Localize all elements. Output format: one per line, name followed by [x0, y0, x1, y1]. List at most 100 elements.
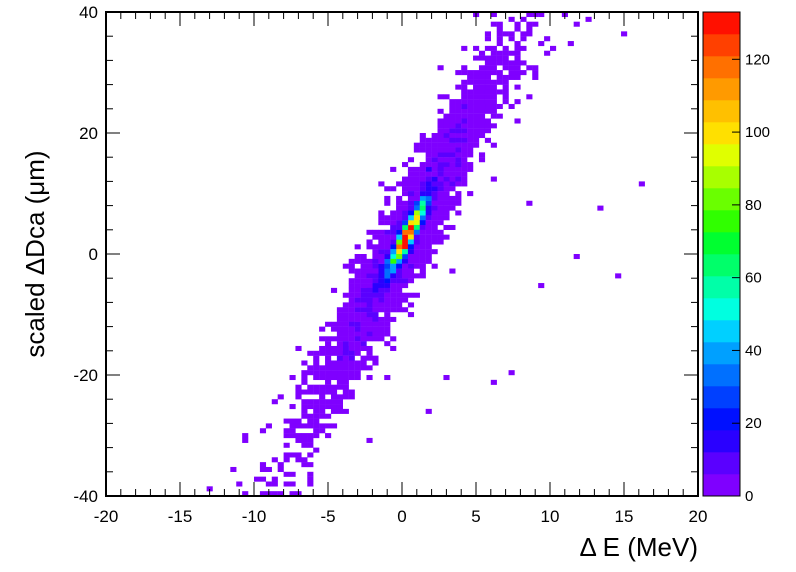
heatmap-cell: [372, 249, 379, 255]
heatmap-cell: [402, 239, 409, 245]
heatmap-cell: [330, 389, 338, 395]
heatmap-cell: [330, 360, 338, 366]
heatmap-cell: [384, 249, 391, 255]
heatmap-cell: [443, 210, 450, 216]
heatmap-cell: [360, 258, 367, 264]
heatmap-cell: [230, 466, 237, 472]
heatmap-cell: [390, 234, 397, 240]
heatmap-cell: [621, 31, 628, 37]
heatmap-cell: [313, 423, 320, 429]
heatmap-cell: [437, 239, 444, 245]
heatmap-cell: [378, 326, 385, 332]
x-tick-label: -15: [168, 507, 193, 526]
heatmap-cell: [242, 491, 249, 497]
heatmap-cell: [455, 171, 462, 177]
heatmap-cell: [538, 41, 545, 47]
heatmap-cell: [425, 220, 432, 226]
heatmap-cell: [413, 195, 420, 201]
heatmap-cell: [520, 60, 527, 66]
heatmap-cell: [336, 355, 343, 361]
heatmap-cell: [301, 442, 308, 448]
heatmap-cell: [366, 355, 373, 361]
heatmap-cell: [348, 283, 355, 289]
heatmap-cell: [443, 176, 450, 182]
heatmap-cell: [360, 268, 367, 274]
heatmap-cell: [407, 229, 415, 235]
heatmap-cell: [283, 457, 290, 463]
heatmap-cell: [336, 312, 343, 318]
heatmap-cell: [425, 249, 432, 255]
heatmap-cell: [467, 133, 474, 139]
heatmap-cell: [437, 166, 444, 172]
heatmap-cell: [478, 123, 486, 129]
heatmap-cell: [372, 244, 379, 250]
heatmap-cell: [372, 302, 379, 308]
heatmap-cell: [425, 200, 432, 206]
heatmap-cell: [348, 355, 355, 361]
heatmap-cell: [348, 316, 355, 322]
heatmap-cell: [366, 302, 373, 308]
heatmap-cell: [390, 263, 397, 269]
heatmap-cell: [484, 108, 491, 114]
heatmap-cell: [378, 307, 385, 313]
heatmap-cell: [378, 287, 385, 293]
heatmap-cell: [366, 258, 373, 264]
heatmap-cell: [295, 394, 302, 400]
heatmap-cell: [325, 389, 332, 395]
heatmap-cell: [407, 224, 415, 230]
heatmap-cell: [372, 321, 379, 327]
heatmap-cell: [378, 210, 385, 216]
heatmap-cell: [443, 157, 450, 163]
heatmap-cell: [585, 16, 592, 22]
heatmap-cell: [419, 181, 426, 187]
heatmap-cell: [242, 433, 249, 439]
heatmap-cell: [336, 316, 343, 322]
heatmap-cell: [431, 263, 438, 269]
heatmap-cell: [413, 176, 420, 182]
heatmap-cell: [431, 195, 438, 201]
heatmap-cell: [443, 186, 450, 192]
heatmap-cell: [366, 365, 373, 371]
heatmap-cell: [413, 234, 420, 240]
heatmap-cell: [431, 200, 438, 206]
heatmap-cell: [615, 273, 622, 279]
heatmap-cell: [407, 258, 415, 264]
heatmap-cell: [496, 89, 503, 95]
heatmap-cell: [378, 283, 385, 289]
heatmap-cell: [407, 278, 415, 284]
heatmap-cell: [419, 215, 426, 221]
heatmap-cell: [455, 128, 462, 134]
heatmap-cell: [366, 321, 373, 327]
heatmap-cell: [496, 31, 503, 37]
heatmap-cell: [307, 442, 314, 448]
heatmap-cell: [502, 65, 509, 71]
heatmap-cell: [271, 476, 278, 482]
heatmap-cell: [390, 307, 397, 313]
heatmap-cell: [360, 331, 367, 337]
heatmap-cell: [390, 239, 397, 245]
heatmap-cell: [473, 99, 480, 105]
axis-ticks: [105, 11, 699, 497]
heatmap-cell: [419, 142, 426, 148]
heatmap-cell: [431, 224, 438, 230]
heatmap-cell: [455, 166, 462, 172]
heatmap-cell: [467, 137, 474, 143]
heatmap-cell: [342, 370, 349, 376]
heatmap-cell: [360, 278, 367, 284]
heatmap-cell: [478, 133, 486, 139]
heatmap-cell: [467, 147, 474, 153]
heatmap-cell: [437, 229, 444, 235]
heatmap-cell: [396, 278, 403, 284]
heatmap-cell: [550, 45, 557, 51]
heatmap-cell: [384, 273, 391, 279]
heatmap-cell: [407, 249, 415, 255]
heatmap-cell: [407, 210, 415, 216]
heatmap-cell: [437, 200, 444, 206]
heatmap-cell: [419, 171, 426, 177]
heatmap-cell: [354, 254, 361, 260]
heatmap-cell: [402, 191, 409, 197]
heatmap-cell: [402, 176, 409, 182]
heatmap-cell: [271, 399, 278, 405]
heatmap-cell: [419, 166, 426, 172]
heatmap-cell: [484, 74, 491, 80]
